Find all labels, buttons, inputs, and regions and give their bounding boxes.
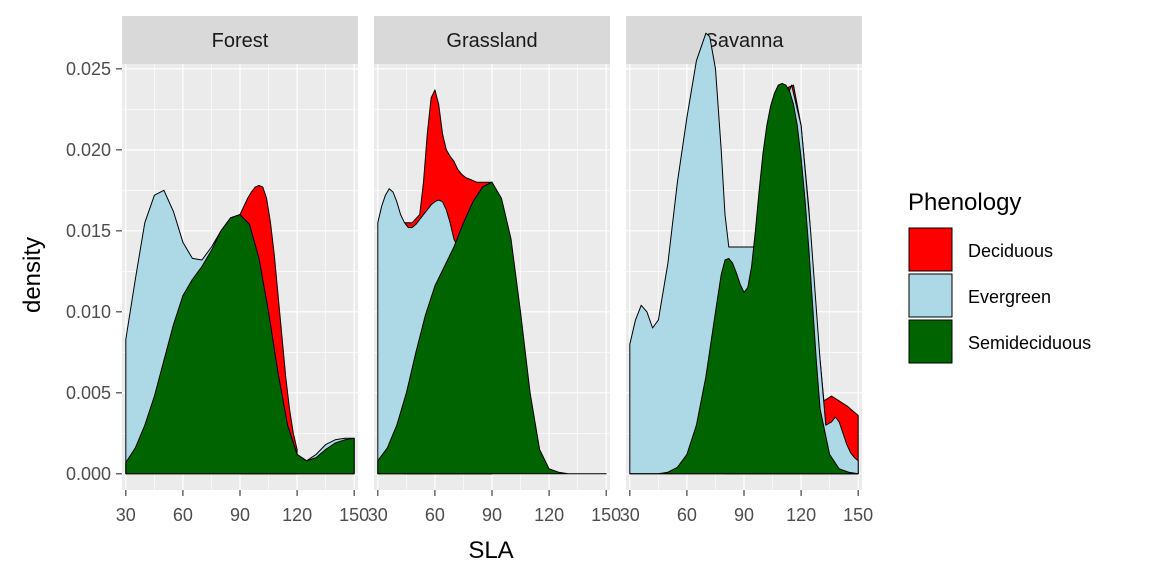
legend-key-semideciduous [908, 319, 953, 364]
y-tick-label: 0.005 [66, 383, 111, 403]
x-tick-label: 30 [116, 505, 136, 525]
density-area-semideciduous [629, 82, 859, 475]
y-tick-label: 0.020 [66, 140, 111, 160]
x-tick-label: 30 [368, 505, 388, 525]
density-area-semideciduous [125, 214, 355, 475]
x-tick-label: 120 [534, 505, 564, 525]
x-tick-label: 60 [173, 505, 193, 525]
x-tick-label: 150 [339, 505, 369, 525]
y-tick-label: 0.010 [66, 302, 111, 322]
facet-strip-label: Savanna [705, 30, 785, 52]
facet-forest: Forest 30 60 90 120 150 [116, 16, 369, 525]
y-tick-label: 0.000 [66, 464, 111, 484]
x-tick-label: 150 [591, 505, 621, 525]
x-tick-label: 120 [786, 505, 816, 525]
x-tick-label: 90 [734, 505, 754, 525]
facet-strip-label: Forest [212, 30, 269, 52]
facet-savanna: Savanna 30 60 90 120 150 [620, 16, 873, 525]
x-tick-label: 60 [425, 505, 445, 525]
y-tick-label: 0.015 [66, 221, 111, 241]
legend-title: Phenology [908, 189, 1021, 216]
facet-strip-label: Grassland [446, 30, 537, 52]
density-area-semideciduous [377, 181, 607, 475]
legend-label: Semideciduous [968, 333, 1091, 353]
x-axis-title: SLA [468, 537, 513, 564]
legend-key-evergreen [908, 273, 953, 318]
facet-strip [374, 16, 610, 64]
legend: Phenology Deciduous Evergreen Semideciduou… [908, 189, 1091, 364]
legend-key-deciduous [908, 227, 953, 272]
legend-label: Evergreen [968, 287, 1051, 307]
x-tick-label: 60 [677, 505, 697, 525]
facet-grassland: Grassland 30 60 90 120 150 [368, 16, 621, 525]
legend-label: Deciduous [968, 241, 1053, 261]
y-axis-title: density [19, 237, 46, 313]
x-tick-label: 150 [843, 505, 873, 525]
x-tick-label: 90 [482, 505, 502, 525]
facet-strip [122, 16, 358, 64]
x-tick-label: 120 [282, 505, 312, 525]
x-tick-label: 30 [620, 505, 640, 525]
y-tick-label: 0.025 [66, 59, 111, 79]
y-axis: 0.000 0.005 0.010 0.015 0.020 0.025 [66, 59, 122, 484]
x-tick-label: 90 [230, 505, 250, 525]
facet-strip [626, 16, 862, 64]
